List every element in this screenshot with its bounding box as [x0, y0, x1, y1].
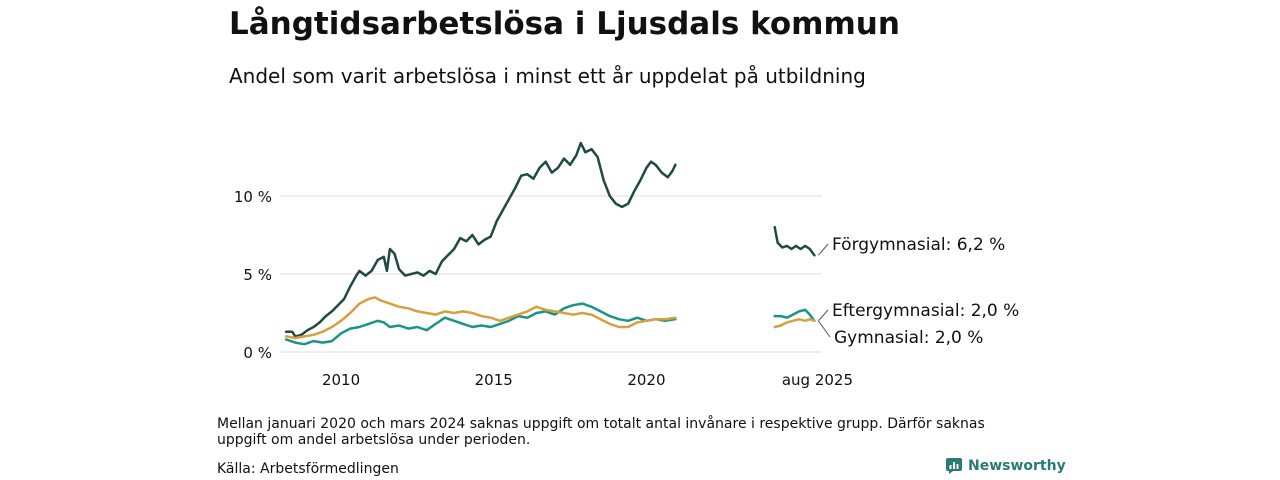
x-tick-label: 2015	[475, 371, 513, 389]
y-tick-label: 0 %	[243, 344, 272, 362]
end-label-leader	[817, 309, 829, 322]
series-line-förgymnasial	[284, 141, 677, 338]
chart-title: Långtidsarbetslösa i Ljusdals kommun	[229, 6, 900, 42]
series-line-gymnasial	[773, 317, 816, 329]
brand-logo[interactable]: Newsworthy	[946, 458, 1066, 474]
brand-name: Newsworthy	[968, 458, 1066, 474]
end-label: Gymnasial: 2,0 %	[834, 328, 983, 348]
end-label: Förgymnasial: 6,2 %	[832, 235, 1005, 255]
end-label-leader	[817, 320, 831, 338]
footnote: Mellan januari 2020 och mars 2024 saknas…	[217, 416, 985, 448]
series-line-eftergymnasial	[773, 308, 816, 323]
series-line-gymnasial	[284, 296, 677, 340]
x-tick-label: 2020	[627, 371, 665, 389]
newsworthy-logo-icon	[946, 458, 962, 474]
series-line-eftergymnasial	[284, 302, 677, 346]
chart-subtitle: Andel som varit arbetslösa i minst ett å…	[229, 64, 866, 88]
end-label: Eftergymnasial: 2,0 %	[832, 301, 1019, 321]
x-tick-label: 2010	[322, 371, 360, 389]
end-label-leader	[817, 243, 829, 256]
x-tick-label: aug 2025	[782, 371, 853, 389]
series-line-förgymnasial	[773, 225, 816, 257]
y-tick-label: 5 %	[243, 266, 272, 284]
y-tick-label: 10 %	[234, 188, 272, 206]
source-note: Källa: Arbetsförmedlingen	[217, 461, 399, 477]
